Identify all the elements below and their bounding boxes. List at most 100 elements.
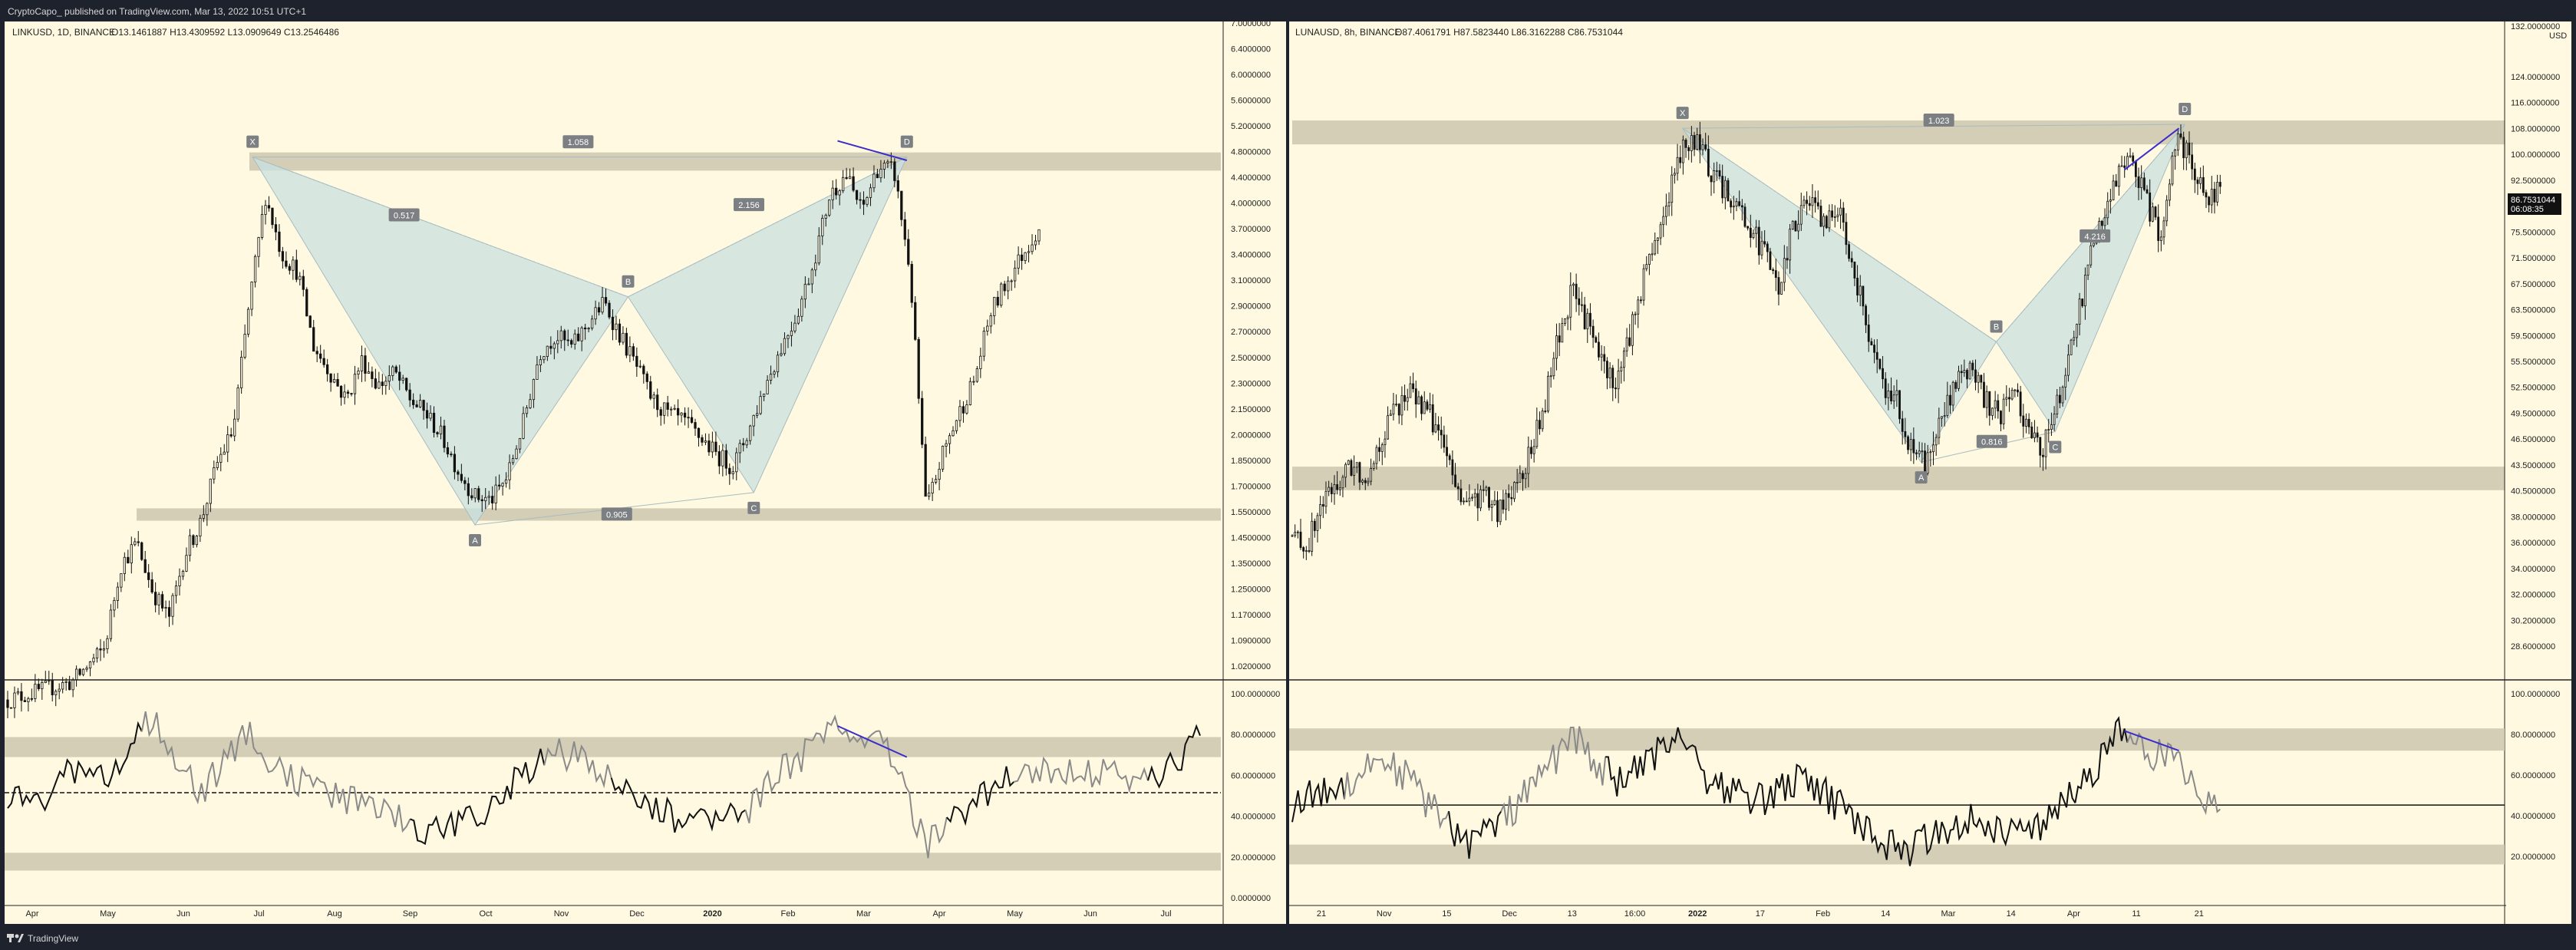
link-price-tick: 1.5500000 bbox=[1231, 508, 1271, 517]
luna-candle-body bbox=[1693, 135, 1696, 150]
luna-candle-body bbox=[1468, 497, 1471, 502]
luna-candle-body bbox=[2208, 196, 2211, 206]
luna-candle-body bbox=[1591, 325, 1595, 338]
luna-candle-body bbox=[2050, 424, 2053, 430]
luna-candle-body bbox=[1842, 207, 1845, 223]
link-candle-body bbox=[979, 355, 982, 369]
luna-candle-body bbox=[1698, 134, 1701, 150]
luna-candle-body bbox=[2053, 414, 2056, 425]
luna-candle-body bbox=[1875, 351, 1878, 360]
link-price-tick: 2.9000000 bbox=[1231, 302, 1271, 312]
link-candle-body bbox=[305, 289, 308, 317]
luna-candle-body bbox=[1707, 148, 1710, 176]
link-candle-body bbox=[92, 658, 95, 662]
luna-candle-body bbox=[1516, 482, 1519, 483]
link-candle-body bbox=[322, 358, 325, 365]
link-candle-body bbox=[1037, 229, 1041, 242]
luna-candle-body bbox=[1723, 180, 1727, 199]
link-time-tick: May bbox=[100, 909, 116, 919]
luna-candle-body bbox=[1595, 337, 1598, 343]
luna-time-tick: 21 bbox=[2195, 909, 2204, 919]
luna-candle-body bbox=[2025, 418, 2027, 427]
link-symbol-title: LINKUSD, 1D, BINANCE bbox=[12, 27, 115, 38]
link-pattern-labels: X A B C D 1.058 0.517 2.156 0.905 bbox=[246, 135, 913, 547]
luna-candle-body bbox=[1960, 371, 1963, 374]
luna-candle-body bbox=[1403, 395, 1406, 402]
luna-price-tick: 43.5000000 bbox=[2511, 461, 2555, 470]
link-candle-body bbox=[611, 316, 615, 331]
luna-candle-body bbox=[1311, 520, 1314, 552]
luna-candle-body bbox=[1473, 493, 1476, 498]
luna-candle-body bbox=[1328, 487, 1331, 492]
link-candle-body bbox=[154, 592, 157, 605]
link-candle-body bbox=[460, 473, 463, 481]
luna-candle-body bbox=[2002, 398, 2005, 424]
link-candle-body bbox=[728, 467, 731, 474]
luna-candle-body bbox=[1507, 493, 1510, 498]
link-candle-body bbox=[81, 668, 85, 675]
luna-candle-body bbox=[1822, 216, 1826, 227]
luna-candle-body bbox=[1600, 354, 1603, 358]
link-time-tick: May bbox=[1007, 909, 1023, 919]
link-candle-body bbox=[642, 365, 645, 374]
link-candle-body bbox=[37, 684, 40, 689]
link-candle-body bbox=[872, 173, 876, 189]
luna-candle-body bbox=[1994, 400, 1997, 409]
luna-candle-body bbox=[1353, 467, 1356, 476]
link-candle-body bbox=[88, 661, 92, 668]
luna-rsi-line-segment bbox=[1605, 737, 1659, 797]
luna-candle-body bbox=[2081, 299, 2084, 307]
luna-candle-body bbox=[1664, 206, 1667, 217]
link-candle-body bbox=[281, 251, 285, 262]
link-candle-body bbox=[938, 468, 941, 480]
link-candle-body bbox=[862, 200, 866, 205]
link-candle-body bbox=[766, 380, 769, 394]
link-ratio-badge bbox=[562, 135, 594, 149]
link-candle-body bbox=[896, 180, 899, 192]
luna-candle-body bbox=[1901, 418, 1904, 432]
link-candle-body bbox=[652, 394, 655, 399]
link-candle-body bbox=[1010, 280, 1013, 282]
link-candle-body bbox=[302, 275, 305, 290]
luna-candle-body bbox=[1414, 388, 1417, 404]
luna-candle-body bbox=[1628, 337, 1631, 346]
luna-ratio-badge bbox=[2080, 229, 2111, 242]
luna-pattern-xb-line bbox=[1682, 127, 1997, 342]
luna-zones bbox=[1292, 120, 2505, 490]
link-candle-body bbox=[174, 586, 178, 596]
luna-candle-body bbox=[1943, 415, 1946, 417]
luna-candle-body bbox=[1451, 459, 1454, 476]
link-candle-body bbox=[1034, 240, 1037, 246]
luna-candle-body bbox=[2193, 168, 2196, 180]
link-time-tick: Apr bbox=[932, 909, 945, 919]
luna-candle-body bbox=[1988, 391, 1991, 416]
luna-candle-body bbox=[1934, 437, 1938, 446]
luna-candle-body bbox=[1547, 375, 1549, 412]
luna-candle-body bbox=[2149, 192, 2152, 222]
luna-time-tick: 21 bbox=[1317, 909, 1326, 919]
luna-candle-body bbox=[1924, 450, 1926, 473]
luna-candle-body bbox=[1687, 147, 1690, 151]
link-candle-body bbox=[106, 638, 109, 649]
luna-candle-body bbox=[1766, 243, 1769, 252]
luna-candle-body bbox=[1375, 447, 1378, 464]
link-candle-body bbox=[422, 400, 425, 411]
link-price-tick: 3.4000000 bbox=[1231, 251, 1271, 260]
luna-candle-body bbox=[1485, 487, 1488, 491]
luna-candle-body bbox=[2146, 189, 2149, 193]
luna-candle-body bbox=[2142, 177, 2146, 190]
link-pattern-bd-line bbox=[628, 157, 908, 298]
link-candle-body bbox=[388, 375, 391, 382]
luna-price-tick: 75.5000000 bbox=[2511, 228, 2555, 237]
luna-candle-body bbox=[1324, 490, 1328, 507]
link-price-tick: 1.0200000 bbox=[1231, 662, 1271, 671]
luna-candle-body bbox=[1544, 411, 1547, 412]
link-price-tick: 4.4000000 bbox=[1231, 173, 1271, 183]
luna-rsi-line-segment bbox=[2126, 731, 2180, 772]
luna-candle-body bbox=[1639, 299, 1642, 302]
luna-candle-body bbox=[1681, 140, 1684, 163]
luna-candle-body bbox=[2205, 192, 2208, 198]
luna-candle-body bbox=[2179, 133, 2182, 138]
luna-last-price-box bbox=[2508, 193, 2561, 215]
luna-candle-body bbox=[1679, 157, 1682, 163]
